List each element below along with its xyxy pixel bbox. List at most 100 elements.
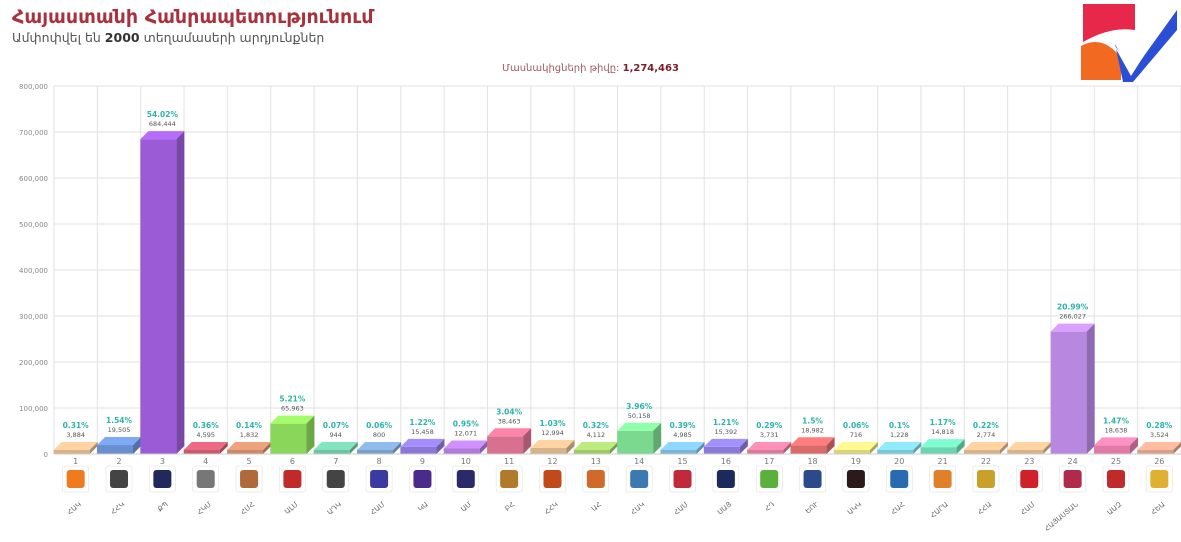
bar-side-face	[783, 442, 792, 454]
value-label: 3,884	[66, 431, 85, 439]
y-tick-label: 300,000	[19, 313, 48, 321]
percent-label: 3.96%	[626, 402, 653, 411]
subtitle-suffix: տեղամասերի արդյունքներ	[139, 30, 325, 45]
party-name-label: ՀՄՀ	[239, 500, 256, 516]
y-tick-label: 200,000	[19, 359, 48, 367]
party-name-label: ՀԱՄ	[1019, 500, 1037, 517]
party-name-label: ԱԱԶ	[1106, 500, 1124, 517]
bar-side-face	[826, 437, 835, 454]
bar-top-face	[97, 437, 142, 446]
percent-label: 0.14%	[236, 421, 263, 430]
category-label: 25	[1111, 457, 1121, 466]
bar-top-face	[357, 442, 402, 450]
category-label: 20	[894, 457, 904, 466]
value-label: 800	[373, 431, 385, 439]
bar-side-face	[739, 438, 748, 454]
party-icon-emblem	[1063, 470, 1082, 488]
bar	[313, 450, 350, 454]
party-name-label: ԿԱ	[417, 500, 430, 513]
bar-side-face	[566, 440, 575, 454]
party-icon-emblem	[543, 470, 562, 488]
category-label: 24	[1068, 457, 1078, 466]
percent-label: 0.06%	[366, 421, 393, 430]
bar-side-face	[349, 442, 358, 454]
voters-count: Մասնակիցների թիվը: 1,274,463	[0, 63, 1181, 74]
percent-label: 20.99%	[1057, 303, 1089, 312]
percent-label: 0.29%	[756, 421, 783, 430]
party-icon-emblem	[196, 470, 215, 488]
bar-side-face	[89, 442, 98, 454]
party-icon-emblem	[760, 470, 779, 488]
party-name-label: ԵՈՒ	[804, 500, 820, 515]
bar	[443, 448, 480, 454]
bar	[53, 450, 90, 454]
bar-side-face	[653, 422, 662, 454]
chart-title: Հայաստանի Հանրապետությունում	[12, 6, 374, 28]
category-label: 2	[116, 457, 121, 466]
party-name-label: ԱՀ	[590, 500, 603, 513]
bar-side-face	[263, 442, 272, 454]
category-label: 4	[203, 457, 208, 466]
percent-label: 5.21%	[279, 395, 306, 404]
party-name-label: ԱԿԿ	[846, 500, 863, 516]
chart-subtitle: Ամփոփվել են 2000 տեղամասերի արդյունքներ	[12, 30, 324, 45]
category-label: 5	[247, 457, 252, 466]
category-label: 13	[591, 457, 601, 466]
party-name-label: ԱԴԿ	[326, 500, 343, 516]
bar	[183, 450, 220, 454]
bar	[963, 450, 1000, 454]
bar-top-face	[183, 442, 228, 450]
party-name-label: ՀՀԱ	[976, 500, 993, 516]
value-label: 15,392	[714, 428, 737, 436]
bar	[877, 450, 914, 454]
logo-orange-shape	[1081, 42, 1121, 80]
party-name-label: ԱԼՄ	[283, 500, 300, 516]
party-name-label: ՀԱՄ	[672, 500, 690, 517]
channel-logo-icon	[1077, 0, 1181, 82]
percent-label: 54.02%	[147, 110, 179, 119]
category-label: 6	[290, 457, 295, 466]
party-icon-emblem	[1150, 470, 1169, 488]
party-icon-emblem	[890, 470, 909, 488]
party-icon-emblem	[110, 470, 129, 488]
category-label: 23	[1024, 457, 1034, 466]
bar	[1050, 331, 1087, 454]
percent-label: 1.5%	[802, 416, 823, 425]
bar-side-face	[133, 437, 142, 454]
bar-side-face	[219, 442, 228, 454]
party-name-label: ՀԱՐԱ	[929, 500, 950, 519]
category-label: 26	[1154, 457, 1164, 466]
value-label: 50,158	[628, 412, 651, 420]
value-label: 4,112	[587, 431, 606, 439]
value-label: 3,731	[760, 431, 779, 439]
bar-top-face	[790, 437, 835, 446]
percent-label: 0.22%	[973, 421, 1000, 430]
party-icon-emblem	[586, 470, 605, 488]
percent-label: 0.32%	[583, 421, 610, 430]
value-label: 15,458	[411, 428, 434, 436]
percent-label: 0.36%	[193, 421, 220, 430]
percent-label: 0.07%	[323, 421, 350, 430]
bar	[357, 450, 394, 454]
party-name-label: ՀԿՄ	[196, 500, 214, 516]
bar-top-face	[877, 442, 922, 450]
y-tick-label: 500,000	[19, 221, 48, 229]
party-name-label: ՀԴ	[763, 500, 777, 513]
bar-top-face	[920, 439, 965, 448]
percent-label: 0.28%	[1146, 421, 1173, 430]
bar-top-face	[400, 438, 445, 447]
percent-label: 3.04%	[496, 407, 523, 416]
percent-label: 0.95%	[453, 419, 480, 428]
value-label: 12,994	[541, 429, 564, 437]
bar-side-face	[913, 442, 922, 454]
party-icon-emblem	[1106, 470, 1125, 488]
value-label: 1,832	[240, 431, 259, 439]
bar	[703, 446, 740, 454]
logo-white-check	[1111, 4, 1177, 76]
bar-top-face	[660, 442, 705, 450]
value-label: 4,595	[196, 431, 215, 439]
bar	[530, 448, 567, 454]
bar	[270, 423, 307, 454]
bar	[833, 450, 870, 454]
